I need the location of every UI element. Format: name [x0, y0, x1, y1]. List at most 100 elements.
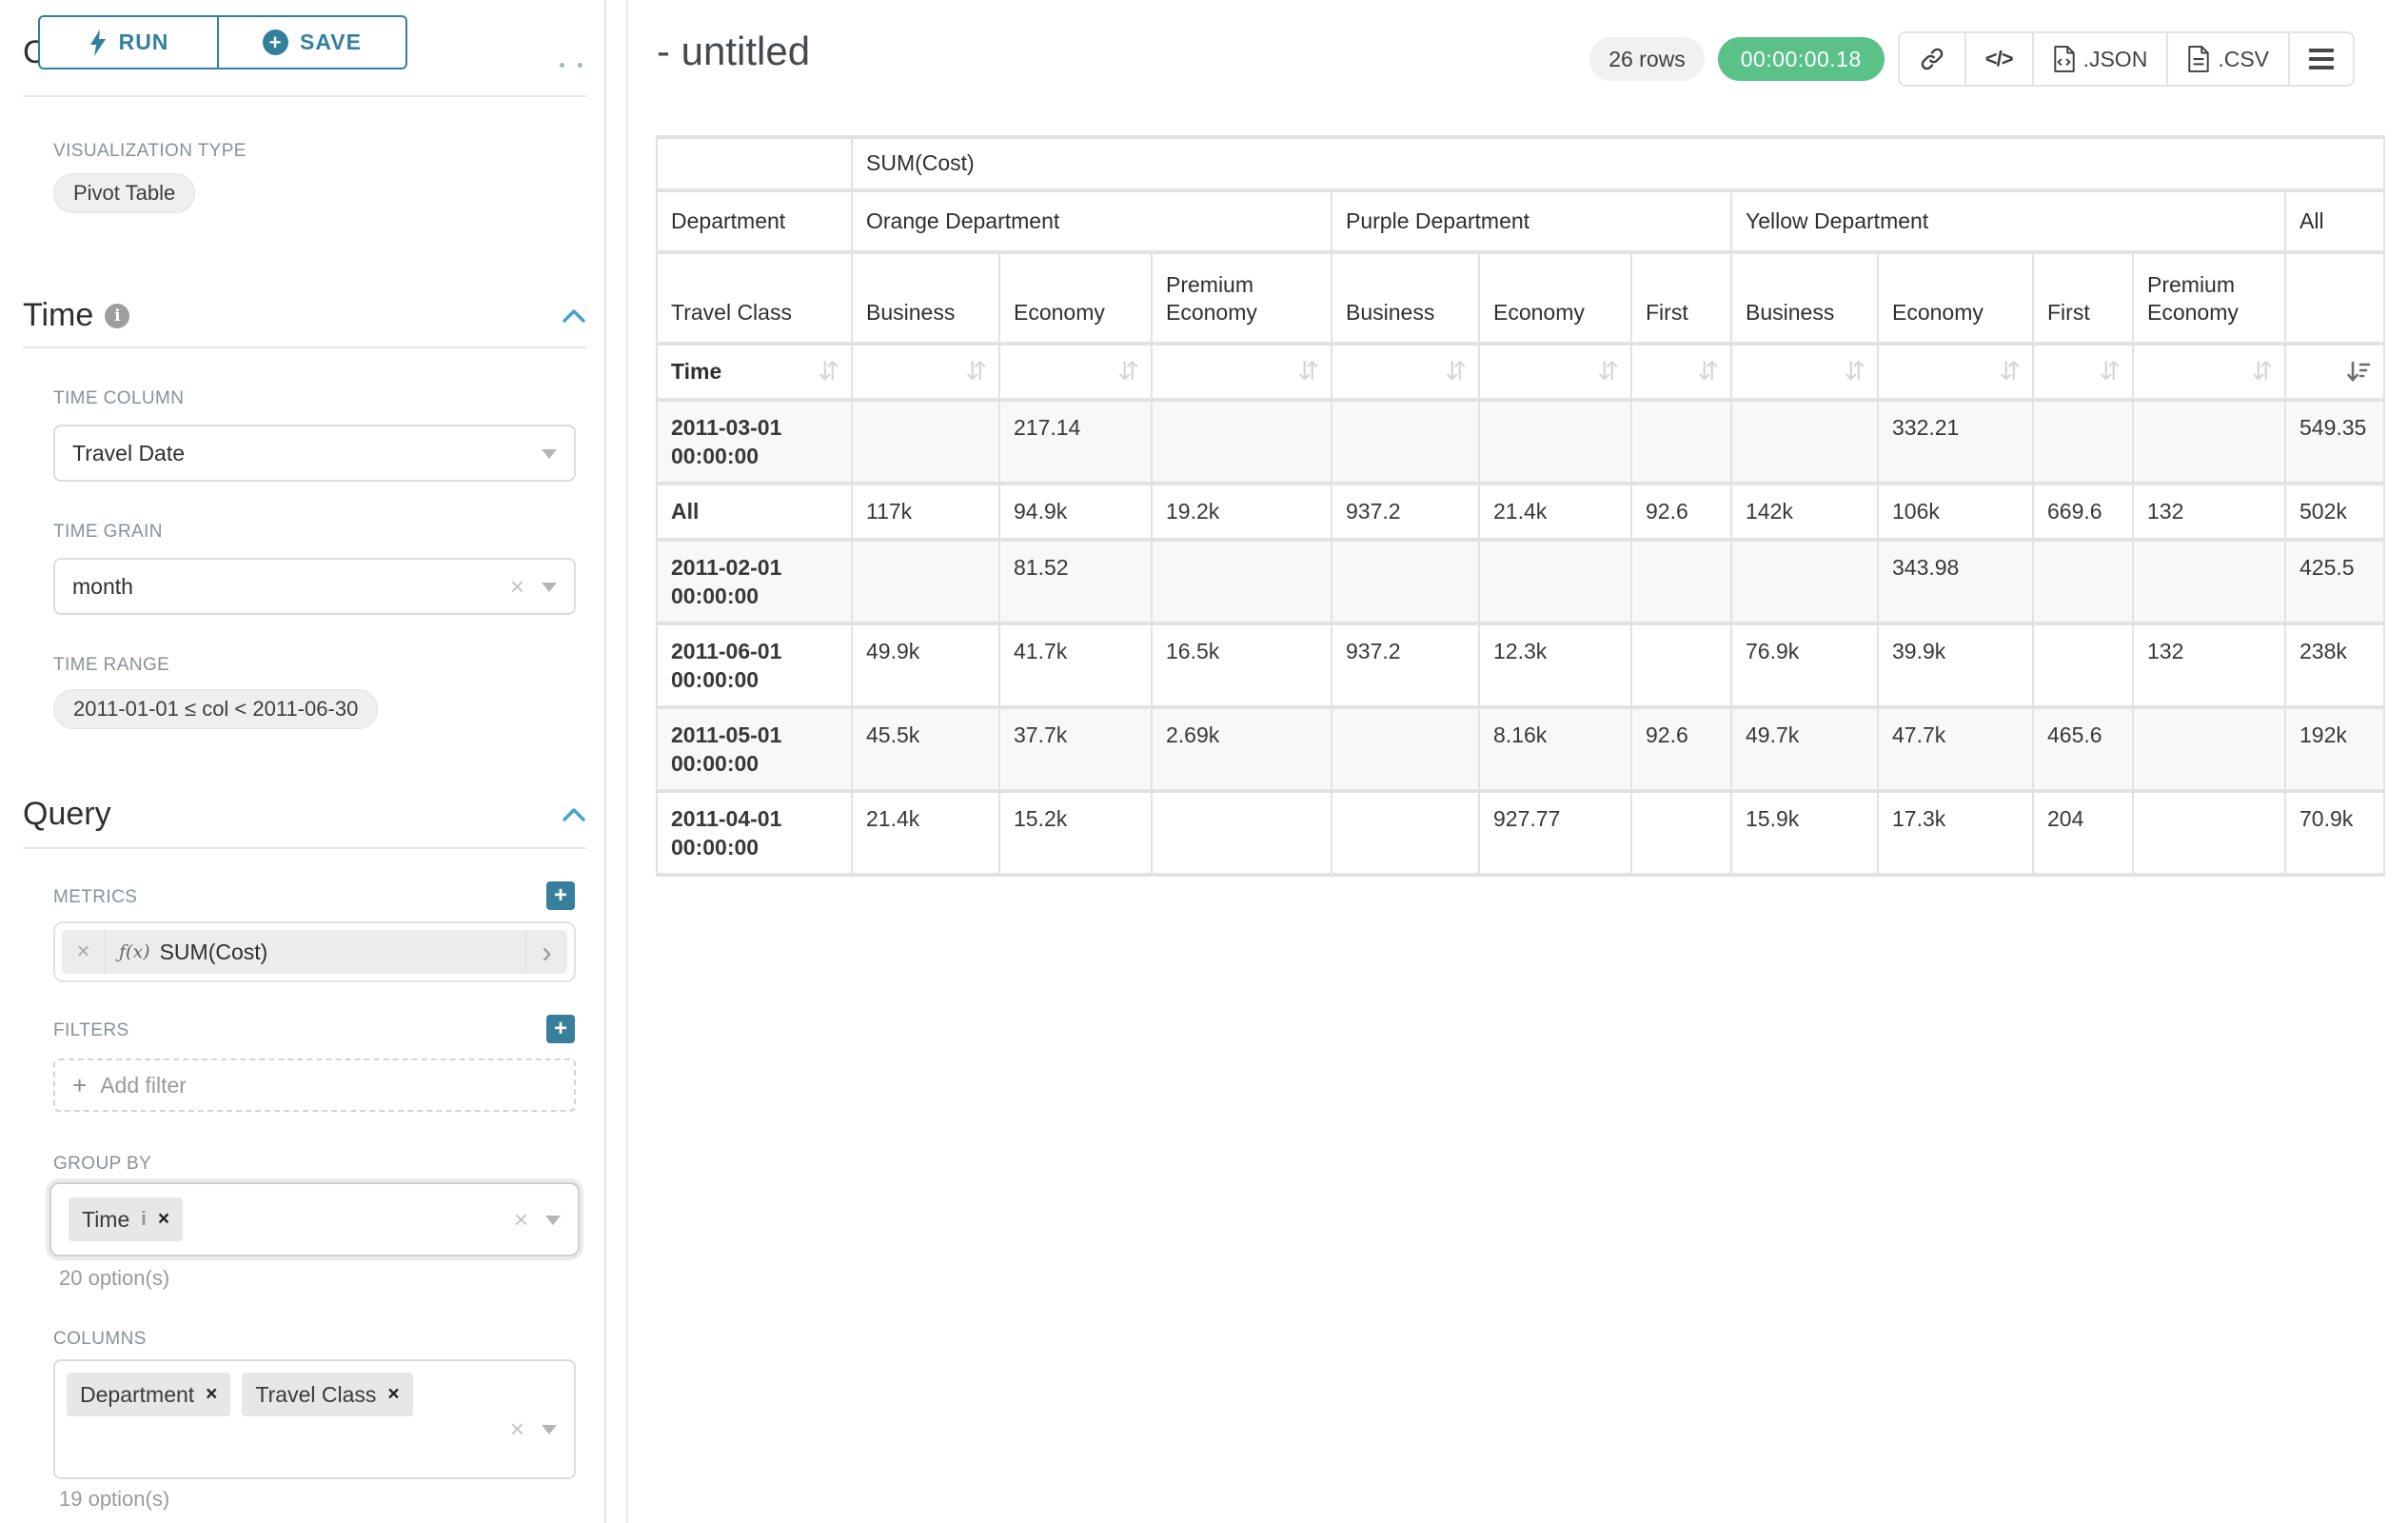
- group-by-select[interactable]: Time i × ×: [49, 1182, 580, 1256]
- subcolumn-header: Economy: [1000, 254, 1151, 342]
- subcolumn-header: Premium Economy: [1153, 254, 1331, 342]
- time-grain-select[interactable]: month ×: [53, 558, 576, 615]
- subcolumn-header: Premium Economy: [2134, 254, 2284, 342]
- info-icon: i: [105, 303, 130, 328]
- caret-down-icon: [542, 582, 557, 600]
- subcolumn-header: Economy: [1879, 254, 2032, 342]
- cell: [1332, 793, 1478, 873]
- row-dim-sort-header: Time ⇵: [658, 346, 851, 398]
- add-metric-button[interactable]: +: [546, 881, 575, 910]
- group-by-chip-time[interactable]: Time i ×: [69, 1197, 184, 1241]
- cell: 17.3k: [1879, 793, 2032, 873]
- file-lines-icon: [2188, 46, 2209, 72]
- export-toolbar: </> .JSON .CSV: [1897, 31, 2355, 87]
- clear-icon[interactable]: ×: [509, 571, 524, 601]
- remove-chip-icon[interactable]: ×: [157, 1208, 170, 1230]
- cell: [1732, 542, 1877, 622]
- sort-neutral-icon[interactable]: ⇵: [1999, 357, 2021, 386]
- sort-neutral-icon[interactable]: ⇵: [2099, 357, 2121, 386]
- time-column-select[interactable]: Travel Date: [53, 425, 576, 482]
- columns-select[interactable]: Department × Travel Class × ×: [53, 1359, 576, 1479]
- sort-neutral-icon[interactable]: ⇵: [818, 357, 839, 386]
- view-query-button[interactable]: </>: [1966, 33, 2034, 85]
- table-row: 2011-02-01 00:00:00 81.52 343.98 425.5: [658, 542, 2384, 622]
- cell: [2134, 542, 2284, 622]
- sort-neutral-icon[interactable]: ⇵: [2251, 357, 2273, 386]
- sort-neutral-icon[interactable]: ⇵: [1117, 357, 1139, 386]
- metric-name: SUM(Cost): [159, 939, 268, 964]
- link-icon: [1921, 48, 1944, 70]
- pivot-columns-dim-header: Department: [658, 192, 851, 250]
- subcolumn-header: First: [1632, 254, 1730, 342]
- sort-neutral-icon[interactable]: ⇵: [965, 357, 987, 386]
- menu-button[interactable]: [2290, 33, 2353, 85]
- plus-circle-icon: +: [263, 30, 289, 55]
- copy-link-button[interactable]: [1900, 33, 1966, 85]
- cell: [2134, 793, 2284, 873]
- columns-chip-travel-class[interactable]: Travel Class ×: [242, 1373, 413, 1416]
- time-range-pill[interactable]: 2011-01-01 ≤ col < 2011-06-30: [53, 689, 379, 729]
- chevron-up-icon[interactable]: [562, 806, 586, 823]
- chevron-right-icon[interactable]: ›: [525, 930, 567, 974]
- run-button[interactable]: RUN: [38, 15, 219, 69]
- add-filter-box[interactable]: + Add filter: [53, 1058, 576, 1112]
- metrics-label: METRICS: [53, 887, 138, 907]
- sort-header: ⇵: [853, 346, 998, 398]
- remove-chip-icon[interactable]: ×: [206, 1383, 218, 1405]
- cell: 132: [2134, 485, 2284, 538]
- cell: 217.14: [1000, 402, 1151, 482]
- cell: [1732, 402, 1877, 482]
- caret-down-icon: [542, 1425, 557, 1442]
- sort-neutral-icon[interactable]: ⇵: [1697, 357, 1719, 386]
- row-label: 2011-02-01 00:00:00: [658, 542, 851, 622]
- sort-neutral-icon[interactable]: ⇵: [1597, 357, 1619, 386]
- time-range-label: TIME RANGE: [53, 655, 170, 675]
- clear-all-icon[interactable]: ×: [509, 1414, 524, 1443]
- row-label: 2011-05-01 00:00:00: [658, 709, 851, 789]
- export-json-button[interactable]: .JSON: [2034, 33, 2169, 85]
- cell: 45.5k: [853, 709, 998, 789]
- cell: 343.98: [1879, 542, 2032, 622]
- cell: 8.16k: [1480, 709, 1630, 789]
- cell: 204: [2034, 793, 2132, 873]
- chevron-up-icon[interactable]: [562, 307, 586, 325]
- cell: 94.9k: [1000, 485, 1151, 538]
- control-panel: Chart Type RUN + SAVE VISUALIZATION TYPE…: [0, 0, 606, 1523]
- cell: [2134, 709, 2284, 789]
- export-csv-button[interactable]: .CSV: [2168, 33, 2290, 85]
- cell: 2.69k: [1153, 709, 1331, 789]
- panel-scroll-lane[interactable]: [608, 0, 628, 1523]
- sort-neutral-icon[interactable]: ⇵: [1297, 357, 1319, 386]
- remove-metric-icon[interactable]: ×: [62, 930, 106, 974]
- sort-header: ⇵: [1153, 346, 1331, 398]
- cell: 47.7k: [1879, 709, 2032, 789]
- chart-title[interactable]: - untitled: [657, 29, 811, 73]
- add-filter-label: Add filter: [100, 1072, 187, 1098]
- columns-chip-department[interactable]: Department ×: [67, 1373, 231, 1416]
- cell: 332.21: [1879, 402, 2032, 482]
- cell: 19.2k: [1153, 485, 1331, 538]
- cell: 12.3k: [1480, 625, 1630, 705]
- clear-all-icon[interactable]: ×: [513, 1204, 528, 1234]
- group-by-label: GROUP BY: [53, 1154, 152, 1174]
- sort-neutral-icon[interactable]: ⇵: [1844, 357, 1865, 386]
- divider: [23, 95, 586, 97]
- remove-chip-icon[interactable]: ×: [387, 1383, 400, 1405]
- cell: [1332, 542, 1478, 622]
- sort-descending-icon[interactable]: [2345, 359, 2372, 386]
- save-button[interactable]: + SAVE: [217, 15, 407, 69]
- sort-header: ⇵: [1632, 346, 1730, 398]
- chip-label: Travel Class: [255, 1381, 377, 1407]
- metric-chip[interactable]: × ƒ(x) SUM(Cost) ›: [62, 930, 567, 974]
- add-filter-plus-button[interactable]: +: [546, 1015, 575, 1043]
- time-section-header[interactable]: Time i: [23, 297, 586, 334]
- time-section-title: Time: [23, 297, 94, 333]
- subcolumn-header: Business: [853, 254, 998, 342]
- cell: [2034, 625, 2132, 705]
- cell: 15.2k: [1000, 793, 1151, 873]
- visualization-type-pill[interactable]: Pivot Table: [53, 173, 196, 213]
- cell: [1153, 542, 1331, 622]
- sort-neutral-icon[interactable]: ⇵: [1445, 357, 1467, 386]
- query-section-header[interactable]: Query: [23, 796, 586, 833]
- cell: [1632, 625, 1730, 705]
